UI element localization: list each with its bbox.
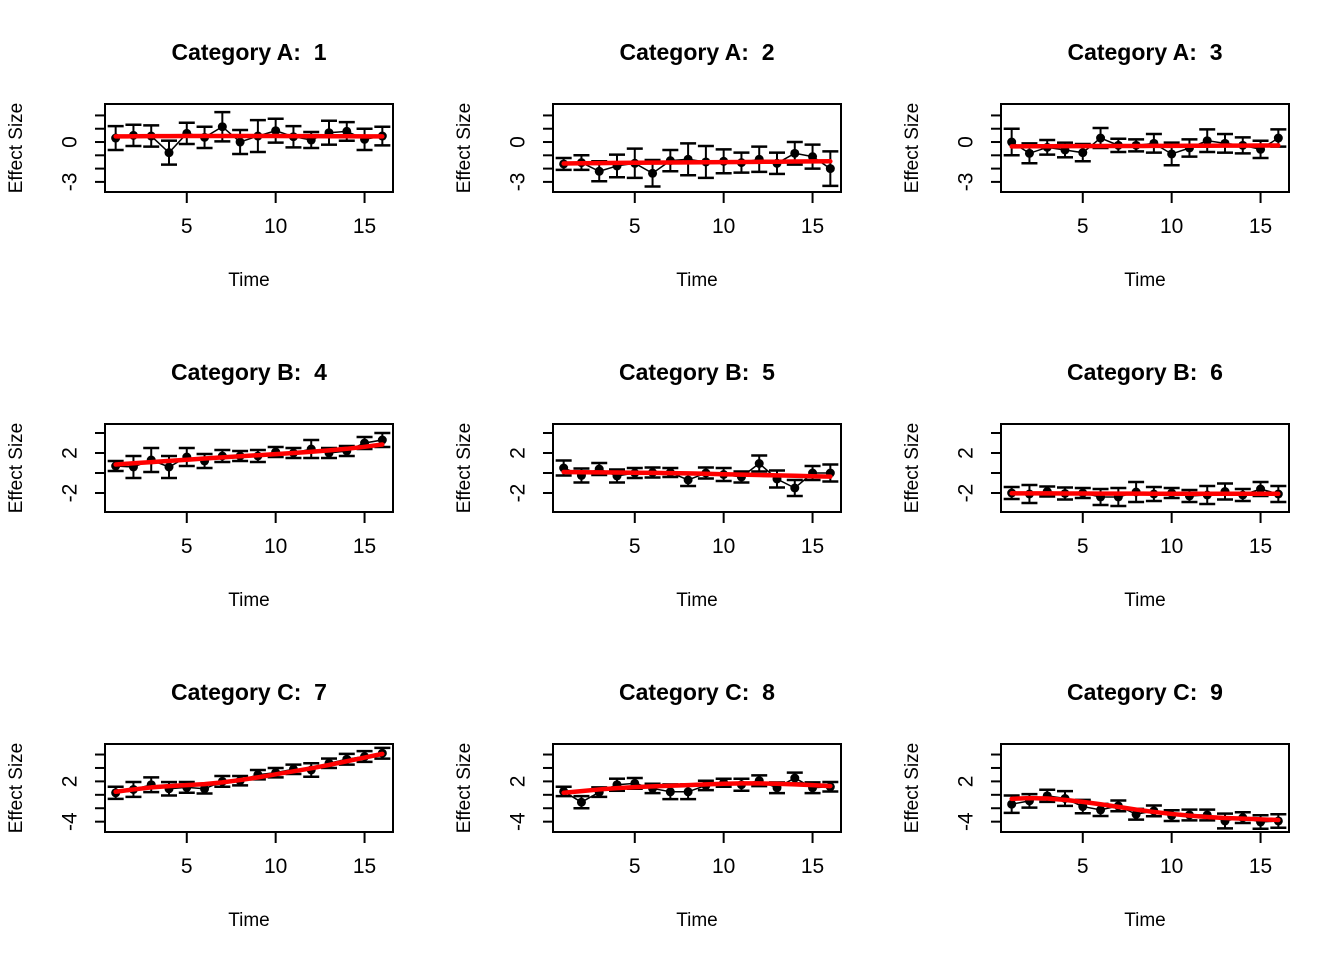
svg-text:15: 15 <box>353 535 376 558</box>
x-axis-label: Time <box>1124 270 1166 291</box>
plot-canvas: 2 -4 5 10 15 <box>955 743 1290 878</box>
x-axis-label: Time <box>228 590 270 611</box>
y-axis-label: Effect Size <box>902 102 923 194</box>
svg-text:10: 10 <box>712 535 735 558</box>
y-axis-label: Effect Size <box>454 102 475 194</box>
svg-text:5: 5 <box>629 215 641 238</box>
panel-title: Category A: 2 <box>619 39 775 65</box>
panel-category-c-8: 2 -4 5 10 15 Category C: 8 Effect Size Time <box>448 640 896 960</box>
svg-text:5: 5 <box>629 855 641 878</box>
x-axis-label: Time <box>228 910 270 931</box>
svg-text:10: 10 <box>1160 535 1183 558</box>
plot-canvas: 0 -3 5 10 15 <box>955 103 1290 238</box>
panel-category-c-9: 2 -4 5 10 15 Category C: 9 Effect Size Time <box>896 640 1344 960</box>
x-axis-label: Time <box>228 270 270 291</box>
svg-text:0: 0 <box>59 136 82 148</box>
panel-category-a-2: 0 -3 5 10 15 Category A: 2 Effect Size Time <box>448 0 896 320</box>
panel-title: Category C: 9 <box>1067 679 1223 705</box>
panel-title: Category A: 3 <box>1067 39 1223 65</box>
svg-text:2: 2 <box>955 447 978 459</box>
x-axis-label: Time <box>676 590 718 611</box>
panel-title: Category B: 4 <box>171 359 327 385</box>
svg-text:5: 5 <box>181 855 193 878</box>
svg-text:10: 10 <box>1160 215 1183 238</box>
x-axis-label: Time <box>676 270 718 291</box>
panel-title: Category C: 7 <box>171 679 327 705</box>
svg-text:-2: -2 <box>507 484 530 503</box>
svg-text:5: 5 <box>181 535 193 558</box>
svg-text:2: 2 <box>507 776 530 788</box>
y-axis-label: Effect Size <box>6 422 27 514</box>
y-axis-label: Effect Size <box>6 742 27 834</box>
svg-text:-2: -2 <box>955 484 978 503</box>
svg-text:0: 0 <box>955 136 978 148</box>
plot-canvas: 2 -2 5 10 15 <box>507 423 842 558</box>
svg-text:15: 15 <box>801 535 824 558</box>
svg-text:2: 2 <box>955 776 978 788</box>
y-axis-label: Effect Size <box>454 422 475 514</box>
y-axis-label: Effect Size <box>902 422 923 514</box>
svg-text:5: 5 <box>629 535 641 558</box>
svg-text:5: 5 <box>1077 215 1089 238</box>
svg-text:15: 15 <box>1249 535 1272 558</box>
svg-text:2: 2 <box>59 447 82 459</box>
x-axis-label: Time <box>1124 590 1166 611</box>
plot-canvas: 2 -4 5 10 15 <box>59 743 394 878</box>
panel-title: Category C: 8 <box>619 679 775 705</box>
panel-category-b-4: 2 -2 5 10 15 Category B: 4 Effect Size Time <box>0 320 448 640</box>
svg-text:-3: -3 <box>59 173 82 192</box>
panel-title: Category A: 1 <box>171 39 327 65</box>
svg-text:10: 10 <box>712 855 735 878</box>
panel-title: Category B: 6 <box>1067 359 1223 385</box>
svg-text:15: 15 <box>353 215 376 238</box>
svg-text:5: 5 <box>181 215 193 238</box>
svg-text:2: 2 <box>507 447 530 459</box>
y-axis-label: Effect Size <box>902 742 923 834</box>
svg-text:15: 15 <box>1249 215 1272 238</box>
panel-title: Category B: 5 <box>619 359 775 385</box>
svg-text:5: 5 <box>1077 855 1089 878</box>
panel-category-a-1: 0 -3 5 10 15 Category A: 1 Effect Size Time <box>0 0 448 320</box>
svg-text:-4: -4 <box>955 812 978 831</box>
svg-text:-3: -3 <box>955 173 978 192</box>
svg-text:10: 10 <box>1160 855 1183 878</box>
x-axis-label: Time <box>1124 910 1166 931</box>
svg-text:15: 15 <box>353 855 376 878</box>
svg-text:-4: -4 <box>59 812 82 831</box>
plot-canvas: 2 -2 5 10 15 <box>955 423 1290 558</box>
x-axis-label: Time <box>676 910 718 931</box>
svg-text:5: 5 <box>1077 535 1089 558</box>
panel-category-c-7: 2 -4 5 10 15 Category C: 7 Effect Size Time <box>0 640 448 960</box>
svg-text:10: 10 <box>264 215 287 238</box>
svg-text:15: 15 <box>801 855 824 878</box>
plot-canvas: 2 -4 5 10 15 <box>507 743 842 878</box>
y-axis-label: Effect Size <box>454 742 475 834</box>
plot-canvas: 2 -2 5 10 15 <box>59 423 394 558</box>
plot-canvas: 0 -3 5 10 15 <box>59 103 394 238</box>
svg-text:10: 10 <box>264 535 287 558</box>
svg-text:-2: -2 <box>59 484 82 503</box>
svg-text:10: 10 <box>712 215 735 238</box>
panel-category-b-6: 2 -2 5 10 15 Category B: 6 Effect Size Time <box>896 320 1344 640</box>
plot-canvas: 0 -3 5 10 15 <box>507 103 842 238</box>
svg-text:2: 2 <box>59 776 82 788</box>
y-axis-label: Effect Size <box>6 102 27 194</box>
svg-text:-4: -4 <box>507 812 530 831</box>
svg-text:10: 10 <box>264 855 287 878</box>
svg-text:15: 15 <box>1249 855 1272 878</box>
panel-category-a-3: 0 -3 5 10 15 Category A: 3 Effect Size Time <box>896 0 1344 320</box>
svg-text:-3: -3 <box>507 173 530 192</box>
panel-category-b-5: 2 -2 5 10 15 Category B: 5 Effect Size Time <box>448 320 896 640</box>
svg-text:0: 0 <box>507 136 530 148</box>
svg-text:15: 15 <box>801 215 824 238</box>
